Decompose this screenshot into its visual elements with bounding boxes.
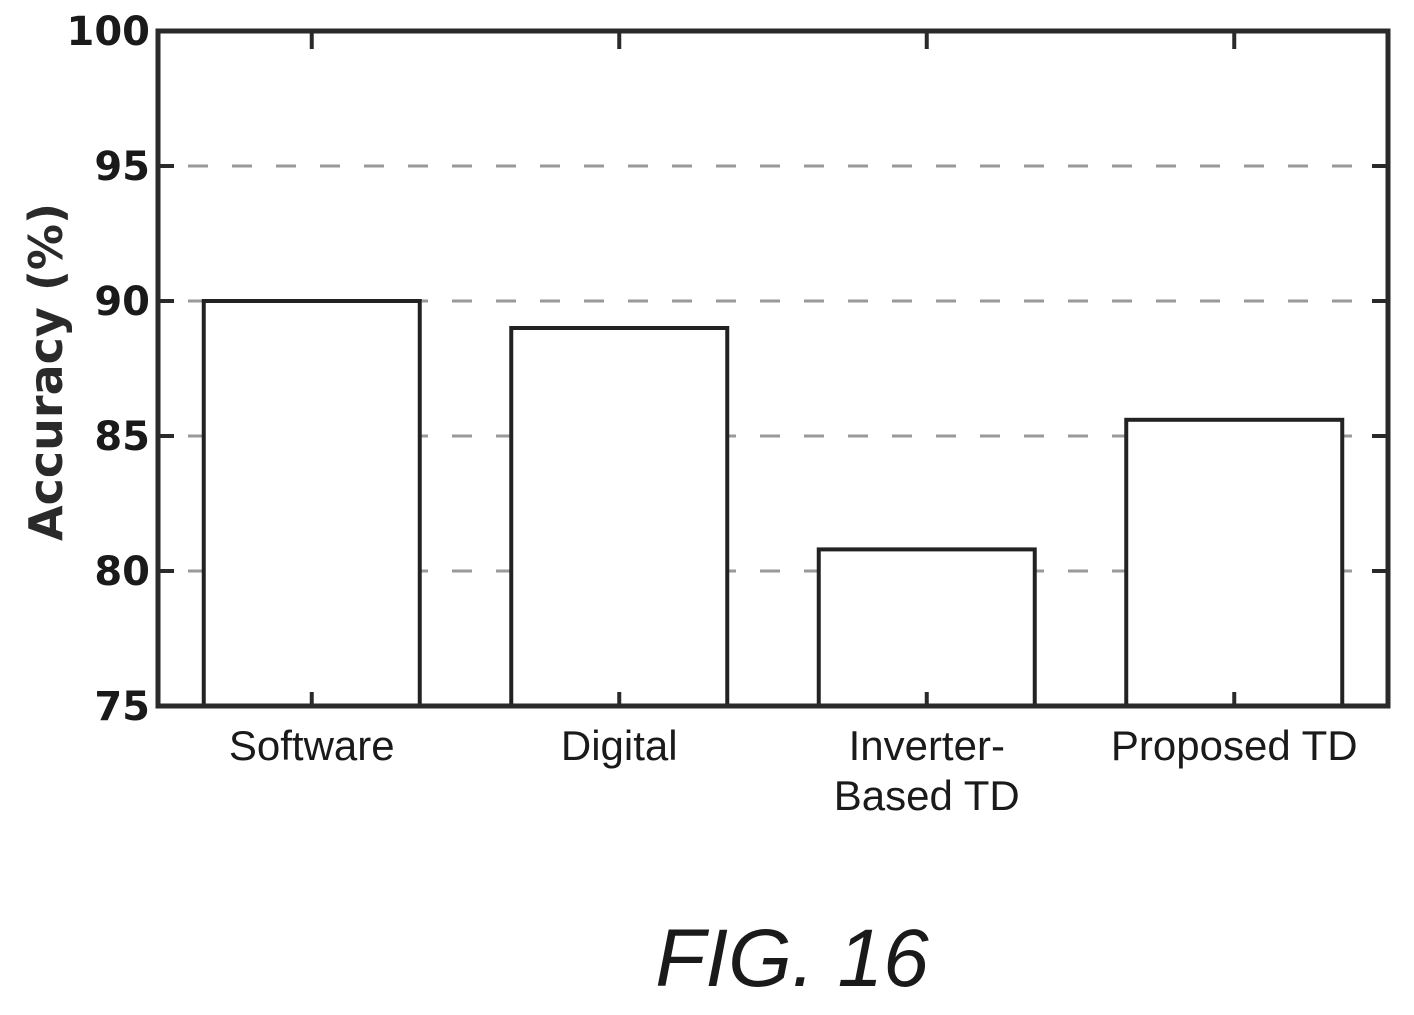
x-tick-label-line: Digital [561, 722, 678, 769]
bar-3 [1124, 417, 1345, 708]
plot-frame [155, 28, 1391, 709]
bar-0 [201, 299, 422, 708]
figure-caption: FIG. 16 [655, 913, 929, 1004]
x-tick-label-line: Proposed TD [1111, 722, 1358, 769]
y-tick-label-90: 90 [94, 279, 150, 325]
bar-chart: 75 80 85 90 95 100 Software Digital Inverter-Ba… [19, 9, 1391, 819]
y-tick-label-95: 95 [94, 144, 150, 190]
x-tick-label-line: Based TD [834, 772, 1020, 819]
x-tick-label-line: Software [229, 722, 395, 769]
y-axis-label: Accuracy (%) [19, 203, 73, 541]
x-tick-label-3: Proposed TD [1111, 722, 1358, 769]
x-tick-labels: Software Digital Inverter-Based TD Proposed… [229, 722, 1358, 819]
y-tick-label-75: 75 [94, 684, 150, 730]
x-tick-label-0: Software [229, 722, 395, 769]
x-tick-label-2: Inverter-Based TD [834, 722, 1020, 819]
y-tick-label-100: 100 [67, 9, 151, 55]
bar-2 [816, 547, 1037, 709]
y-tick-labels: 75 80 85 90 95 100 [67, 9, 151, 730]
y-tick-label-85: 85 [94, 414, 150, 460]
bars [201, 299, 1345, 709]
x-tick-label-line: Inverter- [849, 722, 1005, 769]
x-tick-label-1: Digital [561, 722, 678, 769]
y-tick-label-80: 80 [94, 549, 150, 595]
ticks [158, 29, 1388, 708]
bar-1 [509, 326, 730, 708]
